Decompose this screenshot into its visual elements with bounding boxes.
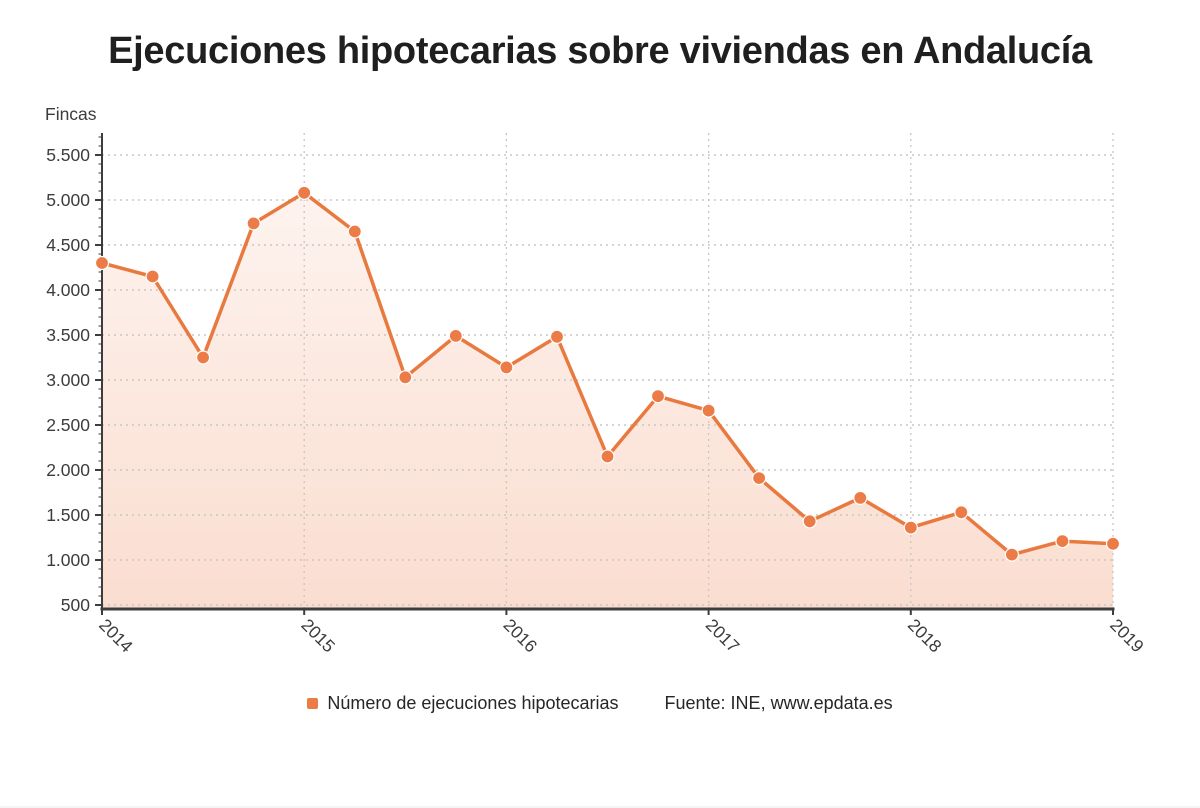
y-tick-label: 5.000 [46, 190, 90, 210]
data-point [903, 520, 918, 535]
x-axis-labels: 2014 2015 2016 2017 2018 2019 [95, 615, 1148, 657]
legend-item: Número de ejecuciones hipotecarias [307, 693, 619, 714]
data-point [448, 328, 463, 343]
x-tick-label: 2016 [500, 615, 542, 657]
data-point [499, 360, 514, 375]
data-point [196, 350, 211, 365]
y-axis-unit-label: Fincas [45, 104, 97, 124]
data-point [1055, 533, 1070, 549]
legend-series-label: Número de ejecuciones hipotecarias [327, 693, 619, 713]
data-point [246, 216, 261, 231]
y-tick-label: 1.500 [46, 505, 90, 525]
data-point [297, 185, 312, 200]
chart-markers [94, 185, 1121, 562]
y-tick-label: 2.000 [46, 460, 90, 480]
y-tick-label: 4.000 [46, 280, 90, 300]
bottom-divider [0, 806, 1200, 808]
x-tick-label: 2018 [904, 615, 946, 657]
data-point [398, 370, 413, 385]
data-point [600, 449, 615, 464]
data-point [802, 514, 817, 529]
y-tick-label: 3.000 [46, 370, 90, 390]
data-point [751, 471, 767, 486]
x-tick-label: 2015 [297, 615, 339, 657]
y-tick-label: 1.000 [46, 550, 90, 570]
data-point [145, 269, 160, 284]
chart-gridlines [102, 133, 1114, 608]
y-tick-label: 3.500 [46, 325, 90, 345]
data-point [1004, 547, 1020, 562]
x-tick-label: 2017 [702, 615, 744, 657]
source-label: Fuente: INE, www.epdata.es [664, 693, 893, 713]
x-tick-label: 2014 [95, 615, 137, 657]
chart-axes [95, 133, 1115, 615]
data-point [650, 389, 666, 404]
y-tick-label: 500 [61, 595, 90, 615]
data-point [954, 505, 969, 520]
data-point [1105, 536, 1121, 551]
data-point [701, 403, 716, 418]
y-tick-label: 4.500 [46, 235, 90, 255]
chart-area-fill [102, 192, 1113, 609]
y-tick-label: 2.500 [46, 415, 90, 435]
legend-row: Número de ejecuciones hipotecarias Fuent… [0, 693, 1200, 714]
legend-swatch-icon [307, 698, 319, 709]
chart-title: Ejecuciones hipotecarias sobre viviendas… [108, 30, 1092, 72]
y-axis-labels: 500 1.000 1.500 2.000 2.500 3.000 3.500 4.000 4.… [46, 145, 90, 615]
x-tick-label: 2019 [1106, 615, 1148, 657]
data-point [853, 490, 868, 505]
y-tick-label: 5.500 [46, 145, 90, 165]
data-point [94, 255, 110, 271]
data-point [549, 329, 565, 344]
data-point [347, 224, 362, 239]
